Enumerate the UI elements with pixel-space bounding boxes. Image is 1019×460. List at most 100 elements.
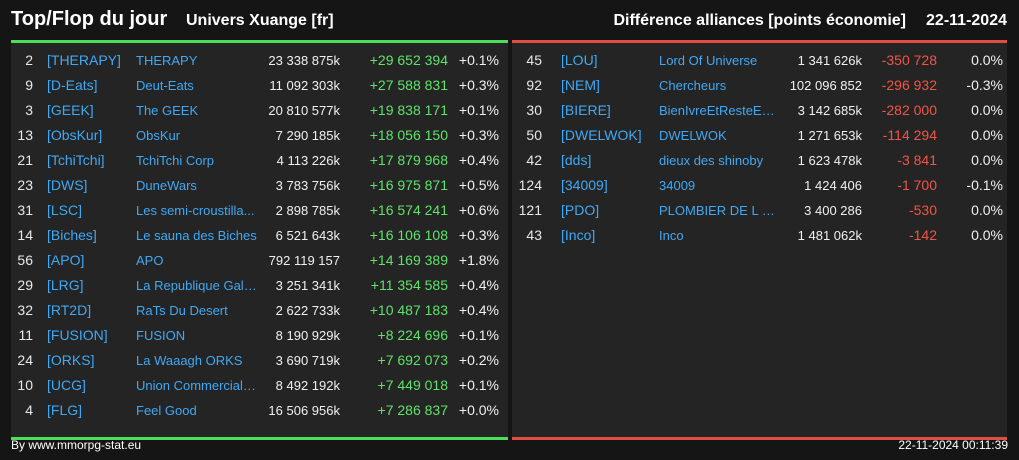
percent-change: +0.4% bbox=[458, 277, 499, 293]
alliance-tag-link[interactable]: [LSC] bbox=[47, 202, 83, 218]
alliance-tag-link[interactable]: [PDO] bbox=[561, 202, 600, 218]
alliance-tag-link[interactable]: [UCG] bbox=[47, 377, 86, 393]
alliance-rank: 50 bbox=[526, 127, 542, 143]
alliance-tag-link[interactable]: [ObsKur] bbox=[47, 127, 103, 143]
percent-change: +0.2% bbox=[458, 352, 499, 368]
top-row: 32 [RT2D] RaTs Du Desert 2 622 733k +10 487 … bbox=[11, 298, 508, 323]
alliance-rank: 23 bbox=[17, 177, 33, 193]
alliance-rank: 92 bbox=[526, 77, 542, 93]
points-difference: +10 487 183 bbox=[369, 302, 448, 318]
top-row: 4 [FLG] Feel Good 16 506 956k +7 286 837 +0.0… bbox=[11, 398, 508, 423]
points-difference: +29 652 394 bbox=[369, 52, 448, 68]
points-difference: +27 588 831 bbox=[369, 77, 448, 93]
alliance-points: 1 623 478k bbox=[797, 153, 862, 168]
percent-change: +0.1% bbox=[458, 327, 499, 343]
top-row: 2 [THERAPY] THERAPY 23 338 875k +29 652 394 +… bbox=[11, 48, 508, 73]
points-difference: +14 169 389 bbox=[369, 252, 448, 268]
alliance-tag-link[interactable]: [FUSION] bbox=[47, 327, 108, 343]
alliance-name-link[interactable]: Union Commerciale... bbox=[136, 378, 260, 393]
top-row: 24 [ORKS] La Waaagh ORKS 3 690 719k +7 692 0… bbox=[11, 348, 508, 373]
alliance-tag-link[interactable]: [LOU] bbox=[561, 52, 598, 68]
alliance-name-link[interactable]: Les semi-croustilla... bbox=[136, 203, 255, 218]
alliance-points: 7 290 185k bbox=[275, 128, 340, 143]
points-difference: -350 728 bbox=[881, 52, 937, 68]
alliance-name-link[interactable]: La Waaagh ORKS bbox=[136, 353, 243, 368]
alliance-tag-link[interactable]: [DWELWOK] bbox=[561, 127, 642, 143]
alliance-name-link[interactable]: APO bbox=[136, 253, 164, 268]
points-difference: -282 000 bbox=[881, 102, 937, 118]
alliance-name-link[interactable]: DuneWars bbox=[136, 178, 197, 193]
alliance-points: 23 338 875k bbox=[268, 53, 340, 68]
top-row: 29 [LRG] La Republique Gala... 3 251 341k +1… bbox=[11, 273, 508, 298]
alliance-tag-link[interactable]: [34009] bbox=[561, 177, 608, 193]
alliance-tag-link[interactable]: [LRG] bbox=[47, 277, 84, 293]
percent-change: 0.0% bbox=[971, 127, 1003, 143]
alliance-tag-link[interactable]: [D-Eats] bbox=[47, 77, 98, 93]
flop-row: 42 [dds] dieux des shinoby 1 623 478k -3 841… bbox=[512, 148, 1007, 173]
points-difference: -3 841 bbox=[897, 152, 937, 168]
alliance-rank: 21 bbox=[17, 152, 33, 168]
points-difference: +16 975 871 bbox=[369, 177, 448, 193]
alliance-points: 8 492 192k bbox=[275, 378, 340, 393]
footer-timestamp: 22-11-2024 00:11:39 bbox=[898, 438, 1008, 452]
top-row: 23 [DWS] DuneWars 3 783 756k +16 975 871 +0.5… bbox=[11, 173, 508, 198]
ranking-subtitle: Différence alliances [points économie] bbox=[613, 12, 906, 29]
flop-row: 30 [BIERE] BienIvreEtResteECU 3 142 685k -28… bbox=[512, 98, 1007, 123]
alliance-rank: 121 bbox=[518, 202, 542, 218]
alliance-points: 102 096 852 bbox=[789, 78, 862, 93]
alliance-points: 1 424 406 bbox=[804, 178, 862, 193]
alliance-rank: 14 bbox=[17, 227, 33, 243]
header-date: 22-11-2024 bbox=[926, 12, 1007, 29]
alliance-tag-link[interactable]: [Inco] bbox=[561, 227, 596, 243]
alliance-tag-link[interactable]: [TchiTchi] bbox=[47, 152, 105, 168]
points-difference: +7 286 837 bbox=[377, 402, 448, 418]
top-losers-panel: 45 [LOU] Lord Of Universe 1 341 626k -350 72… bbox=[512, 40, 1007, 440]
alliance-tag-link[interactable]: [BIERE] bbox=[561, 102, 611, 118]
alliance-tag-link[interactable]: [Biches] bbox=[47, 227, 97, 243]
alliance-tag-link[interactable]: [APO] bbox=[47, 252, 85, 268]
alliance-name-link[interactable]: ObsKur bbox=[136, 128, 181, 143]
alliance-tag-link[interactable]: [FLG] bbox=[47, 402, 83, 418]
alliance-points: 1 481 062k bbox=[797, 228, 862, 243]
alliance-rank: 11 bbox=[18, 327, 33, 343]
page-title: Top/Flop du jour bbox=[11, 8, 168, 30]
alliance-name-link[interactable]: The GEEK bbox=[136, 103, 199, 118]
alliance-tag-link[interactable]: [NEM] bbox=[561, 77, 600, 93]
points-difference: -1 700 bbox=[897, 177, 937, 193]
points-difference: -296 932 bbox=[881, 77, 937, 93]
alliance-name-link[interactable]: THERAPY bbox=[136, 53, 198, 68]
top-row: 10 [UCG] Union Commerciale... 8 492 192k +7 … bbox=[11, 373, 508, 398]
alliance-name-link[interactable]: Le sauna des Biches bbox=[136, 228, 257, 243]
alliance-tag-link[interactable]: [dds] bbox=[561, 152, 592, 168]
alliance-tag-link[interactable]: [GEEK] bbox=[47, 102, 94, 118]
alliance-name-link[interactable]: RaTs Du Desert bbox=[136, 303, 228, 318]
percent-change: +0.3% bbox=[458, 127, 499, 143]
percent-change: 0.0% bbox=[971, 152, 1003, 168]
alliance-rank: 42 bbox=[526, 152, 542, 168]
points-difference: +7 692 073 bbox=[377, 352, 448, 368]
alliance-points: 3 783 756k bbox=[275, 178, 340, 193]
alliance-rank: 32 bbox=[17, 302, 33, 318]
alliance-points: 2 898 785k bbox=[275, 203, 340, 218]
alliance-name-link[interactable]: TchiTchi Corp bbox=[136, 153, 215, 168]
alliance-rank: 29 bbox=[17, 277, 33, 293]
alliance-rank: 10 bbox=[17, 377, 33, 393]
alliance-name-link[interactable]: FUSION bbox=[136, 328, 186, 343]
points-difference: +18 056 150 bbox=[369, 127, 448, 143]
alliance-tag-link[interactable]: [THERAPY] bbox=[47, 52, 121, 68]
alliance-tag-link[interactable]: [RT2D] bbox=[47, 302, 92, 318]
alliance-name-link[interactable]: La Republique Gala... bbox=[136, 278, 260, 293]
alliance-points: 3 251 341k bbox=[275, 278, 340, 293]
alliance-name-link[interactable]: Deut-Eats bbox=[136, 78, 194, 93]
alliance-points: 3 142 685k bbox=[797, 103, 862, 118]
percent-change: 0.0% bbox=[971, 52, 1003, 68]
alliance-tag-link[interactable]: [DWS] bbox=[47, 177, 88, 193]
top-row: 14 [Biches] Le sauna des Biches 6 521 643k +… bbox=[11, 223, 508, 248]
points-difference: -530 bbox=[908, 202, 937, 218]
points-difference: +17 879 968 bbox=[369, 152, 448, 168]
alliance-points: 8 190 929k bbox=[275, 328, 340, 343]
percent-change: +0.3% bbox=[458, 77, 499, 93]
alliance-name-link[interactable]: Feel Good bbox=[136, 403, 197, 418]
alliance-tag-link[interactable]: [ORKS] bbox=[47, 352, 95, 368]
alliance-points: 792 119 157 bbox=[268, 253, 340, 268]
